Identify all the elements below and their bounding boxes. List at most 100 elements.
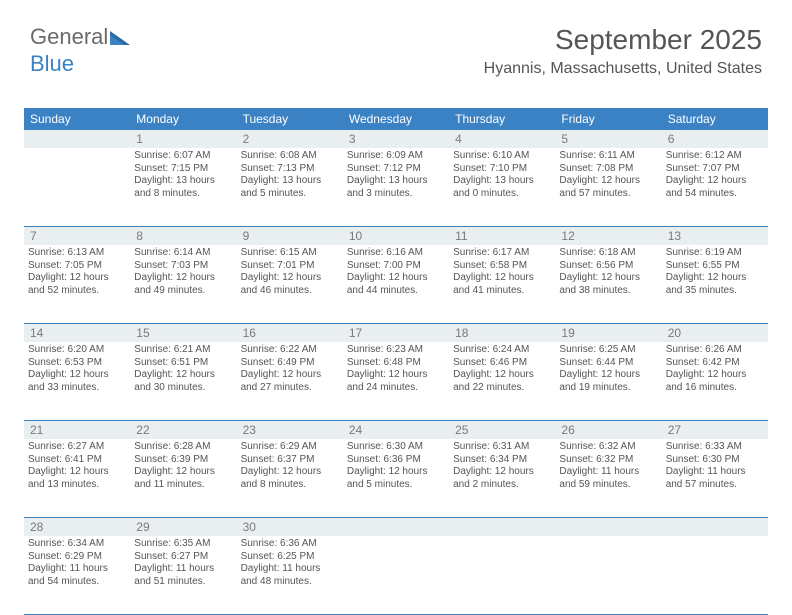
day-cell: Sunrise: 6:25 AMSunset: 6:44 PMDaylight:… — [555, 342, 661, 420]
daylight-text: Daylight: 12 hours and 35 minutes. — [666, 272, 764, 297]
day-cell: Sunrise: 6:29 AMSunset: 6:37 PMDaylight:… — [237, 439, 343, 517]
day-cell: Sunrise: 6:35 AMSunset: 6:27 PMDaylight:… — [130, 536, 236, 614]
sunrise-text: Sunrise: 6:31 AM — [453, 441, 551, 454]
daylight-text: Daylight: 13 hours and 3 minutes. — [347, 175, 445, 200]
sunset-text: Sunset: 6:46 PM — [453, 357, 551, 370]
daynum-row: 78910111213 — [24, 227, 768, 245]
sunset-text: Sunset: 7:03 PM — [134, 260, 232, 273]
sunset-text: Sunset: 6:30 PM — [666, 454, 764, 467]
day-cell: Sunrise: 6:27 AMSunset: 6:41 PMDaylight:… — [24, 439, 130, 517]
day-cell: Sunrise: 6:20 AMSunset: 6:53 PMDaylight:… — [24, 342, 130, 420]
day-cell: Sunrise: 6:32 AMSunset: 6:32 PMDaylight:… — [555, 439, 661, 517]
sunset-text: Sunset: 6:53 PM — [28, 357, 126, 370]
daylight-text: Daylight: 12 hours and 57 minutes. — [559, 175, 657, 200]
day-header: Friday — [555, 108, 661, 130]
day-number: 24 — [343, 421, 449, 439]
day-number: 7 — [24, 227, 130, 245]
daylight-text: Daylight: 12 hours and 46 minutes. — [241, 272, 339, 297]
sunrise-text: Sunrise: 6:12 AM — [666, 150, 764, 163]
daylight-text: Daylight: 13 hours and 8 minutes. — [134, 175, 232, 200]
day-cell: Sunrise: 6:16 AMSunset: 7:00 PMDaylight:… — [343, 245, 449, 323]
day-number: 19 — [555, 324, 661, 342]
day-number: 3 — [343, 130, 449, 148]
day-cell: Sunrise: 6:33 AMSunset: 6:30 PMDaylight:… — [662, 439, 768, 517]
daylight-text: Daylight: 12 hours and 13 minutes. — [28, 466, 126, 491]
sunset-text: Sunset: 7:15 PM — [134, 163, 232, 176]
daylight-text: Daylight: 12 hours and 2 minutes. — [453, 466, 551, 491]
month-title: September 2025 — [484, 24, 762, 56]
daylight-text: Daylight: 12 hours and 5 minutes. — [347, 466, 445, 491]
sunset-text: Sunset: 7:08 PM — [559, 163, 657, 176]
sunset-text: Sunset: 6:41 PM — [28, 454, 126, 467]
day-number: 27 — [662, 421, 768, 439]
day-number — [24, 130, 130, 148]
day-number: 25 — [449, 421, 555, 439]
day-header: Thursday — [449, 108, 555, 130]
sunset-text: Sunset: 7:07 PM — [666, 163, 764, 176]
day-cell: Sunrise: 6:26 AMSunset: 6:42 PMDaylight:… — [662, 342, 768, 420]
day-number: 17 — [343, 324, 449, 342]
day-cell: Sunrise: 6:28 AMSunset: 6:39 PMDaylight:… — [130, 439, 236, 517]
day-cell: Sunrise: 6:36 AMSunset: 6:25 PMDaylight:… — [237, 536, 343, 614]
day-number: 12 — [555, 227, 661, 245]
day-number: 4 — [449, 130, 555, 148]
daylight-text: Daylight: 12 hours and 38 minutes. — [559, 272, 657, 297]
week-row: Sunrise: 6:13 AMSunset: 7:05 PMDaylight:… — [24, 245, 768, 324]
week-row: Sunrise: 6:34 AMSunset: 6:29 PMDaylight:… — [24, 536, 768, 615]
day-cell: Sunrise: 6:18 AMSunset: 6:56 PMDaylight:… — [555, 245, 661, 323]
sunrise-text: Sunrise: 6:30 AM — [347, 441, 445, 454]
day-number: 26 — [555, 421, 661, 439]
daylight-text: Daylight: 12 hours and 33 minutes. — [28, 369, 126, 394]
day-number: 18 — [449, 324, 555, 342]
header: September 2025 Hyannis, Massachusetts, U… — [484, 24, 762, 78]
day-number: 1 — [130, 130, 236, 148]
day-cell — [343, 536, 449, 614]
day-number: 16 — [237, 324, 343, 342]
daylight-text: Daylight: 12 hours and 19 minutes. — [559, 369, 657, 394]
logo-text-2: Blue — [30, 51, 74, 76]
day-number: 14 — [24, 324, 130, 342]
sunset-text: Sunset: 7:10 PM — [453, 163, 551, 176]
daylight-text: Daylight: 12 hours and 30 minutes. — [134, 369, 232, 394]
sunset-text: Sunset: 6:37 PM — [241, 454, 339, 467]
day-cell: Sunrise: 6:13 AMSunset: 7:05 PMDaylight:… — [24, 245, 130, 323]
daylight-text: Daylight: 11 hours and 54 minutes. — [28, 563, 126, 588]
logo-triangle-icon — [110, 25, 130, 51]
sunset-text: Sunset: 6:39 PM — [134, 454, 232, 467]
day-cell: Sunrise: 6:34 AMSunset: 6:29 PMDaylight:… — [24, 536, 130, 614]
day-header: Sunday — [24, 108, 130, 130]
day-cell: Sunrise: 6:21 AMSunset: 6:51 PMDaylight:… — [130, 342, 236, 420]
sunrise-text: Sunrise: 6:33 AM — [666, 441, 764, 454]
daylight-text: Daylight: 12 hours and 52 minutes. — [28, 272, 126, 297]
sunset-text: Sunset: 6:51 PM — [134, 357, 232, 370]
day-cell: Sunrise: 6:10 AMSunset: 7:10 PMDaylight:… — [449, 148, 555, 226]
sunset-text: Sunset: 6:27 PM — [134, 551, 232, 564]
daynum-row: 282930 — [24, 518, 768, 536]
day-number: 11 — [449, 227, 555, 245]
day-number: 2 — [237, 130, 343, 148]
sunrise-text: Sunrise: 6:23 AM — [347, 344, 445, 357]
daylight-text: Daylight: 12 hours and 22 minutes. — [453, 369, 551, 394]
day-number: 6 — [662, 130, 768, 148]
day-cell: Sunrise: 6:12 AMSunset: 7:07 PMDaylight:… — [662, 148, 768, 226]
sunrise-text: Sunrise: 6:20 AM — [28, 344, 126, 357]
day-cell: Sunrise: 6:08 AMSunset: 7:13 PMDaylight:… — [237, 148, 343, 226]
day-header: Monday — [130, 108, 236, 130]
day-cell: Sunrise: 6:11 AMSunset: 7:08 PMDaylight:… — [555, 148, 661, 226]
sunset-text: Sunset: 6:48 PM — [347, 357, 445, 370]
location: Hyannis, Massachusetts, United States — [484, 60, 762, 78]
week-row: Sunrise: 6:07 AMSunset: 7:15 PMDaylight:… — [24, 148, 768, 227]
sunrise-text: Sunrise: 6:36 AM — [241, 538, 339, 551]
sunset-text: Sunset: 6:44 PM — [559, 357, 657, 370]
daylight-text: Daylight: 13 hours and 0 minutes. — [453, 175, 551, 200]
sunset-text: Sunset: 6:42 PM — [666, 357, 764, 370]
sunrise-text: Sunrise: 6:35 AM — [134, 538, 232, 551]
daynum-row: 21222324252627 — [24, 421, 768, 439]
daylight-text: Daylight: 12 hours and 27 minutes. — [241, 369, 339, 394]
day-cell — [662, 536, 768, 614]
sunset-text: Sunset: 6:32 PM — [559, 454, 657, 467]
daylight-text: Daylight: 12 hours and 8 minutes. — [241, 466, 339, 491]
sunrise-text: Sunrise: 6:34 AM — [28, 538, 126, 551]
daylight-text: Daylight: 12 hours and 11 minutes. — [134, 466, 232, 491]
sunrise-text: Sunrise: 6:15 AM — [241, 247, 339, 260]
